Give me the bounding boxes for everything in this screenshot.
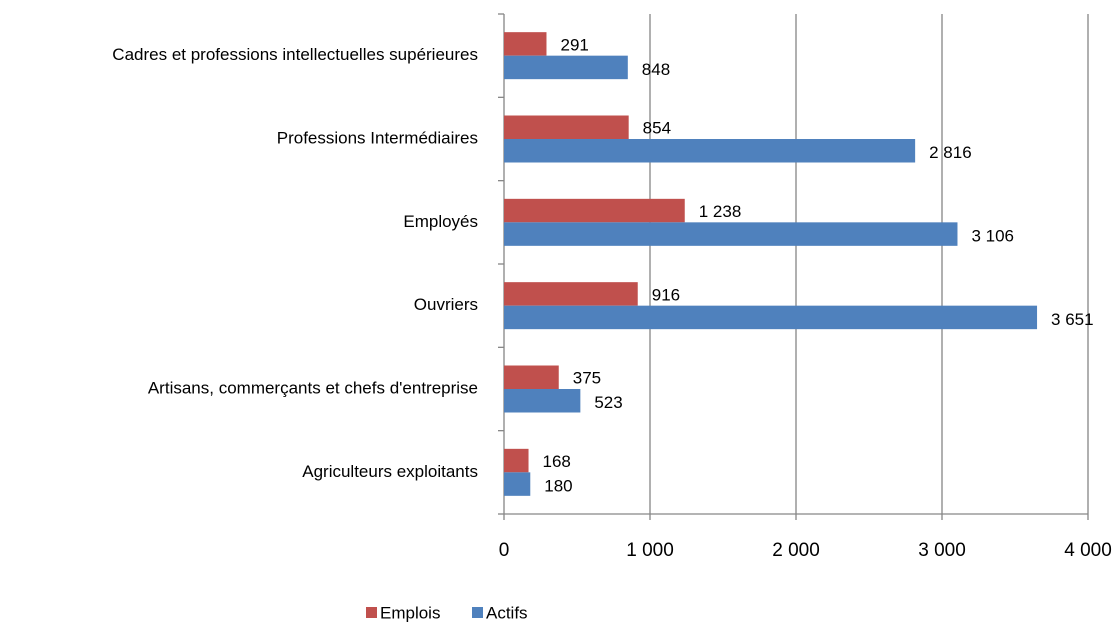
data-label: 1 238 [699, 202, 742, 221]
bar [504, 448, 529, 473]
data-label: 3 106 [971, 227, 1014, 246]
legend-label: Emplois [380, 603, 440, 622]
x-tick-label: 4 000 [1064, 540, 1112, 561]
data-label: 854 [643, 119, 671, 138]
bar [504, 305, 1038, 330]
x-tick-label: 3 000 [918, 540, 966, 561]
y-tick-label: Cadres et professions intellectuelles su… [112, 45, 478, 64]
y-tick-label: Artisans, commerçants et chefs d'entrepr… [148, 378, 478, 397]
legend-swatch [472, 607, 483, 618]
y-tick-label: Professions Intermédiaires [277, 128, 478, 147]
data-label: 3 651 [1051, 310, 1094, 329]
data-label: 180 [544, 477, 572, 496]
y-tick-label: Employés [403, 212, 478, 231]
bar [504, 389, 581, 413]
bar [504, 282, 638, 306]
data-label: 291 [560, 35, 588, 54]
bar [504, 222, 958, 246]
data-label: 375 [573, 369, 601, 388]
bar [504, 198, 685, 223]
legend-label: Actifs [486, 603, 528, 622]
legend-swatch [366, 607, 377, 618]
y-tick-label: Ouvriers [414, 295, 478, 314]
data-label: 523 [594, 393, 622, 412]
data-label: 168 [543, 452, 571, 471]
x-tick-label: 0 [499, 540, 510, 561]
bar [504, 139, 916, 163]
data-label: 848 [642, 60, 670, 79]
y-tick-label: Agriculteurs exploitants [302, 462, 478, 481]
data-label: 2 816 [929, 143, 972, 162]
bar [504, 55, 628, 80]
bar [504, 32, 547, 56]
x-tick-label: 2 000 [772, 540, 820, 561]
x-tick-label: 1 000 [626, 540, 674, 561]
bar [504, 115, 629, 139]
data-label: 916 [652, 285, 680, 304]
bar [504, 365, 559, 389]
bar [504, 472, 531, 496]
